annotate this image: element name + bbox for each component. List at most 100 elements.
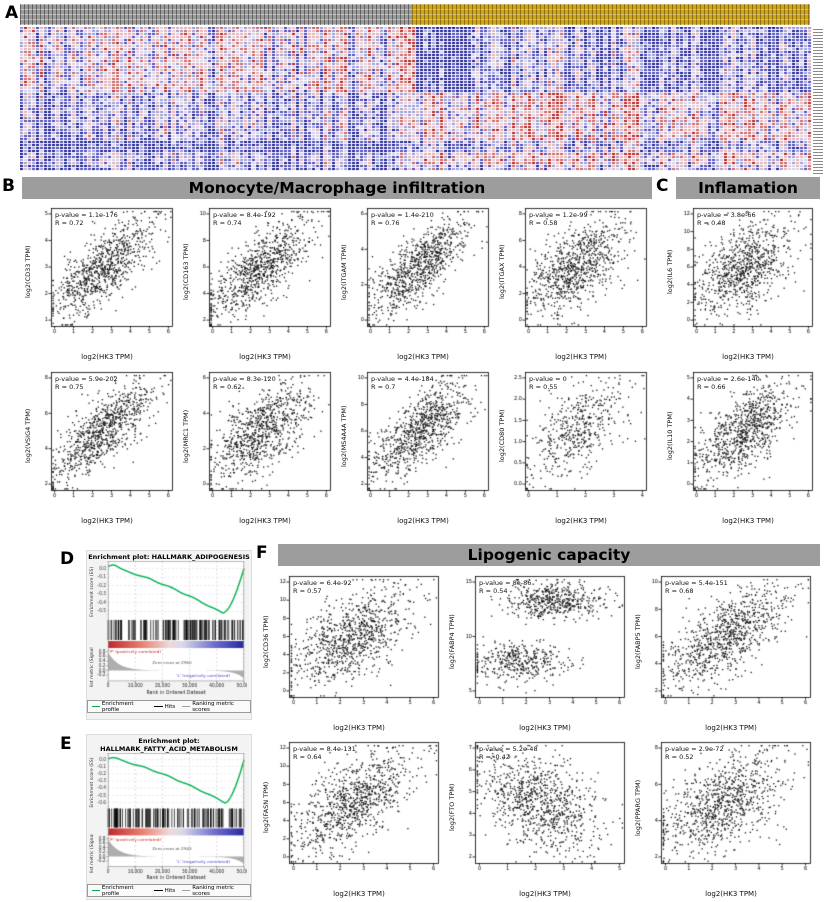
x-axis-label: log2(HK3 TPM) [555,353,607,361]
correlation-stats: p-value = 3.8e-66 R = 0.48 [697,211,756,227]
scatter-canvas-fasn [276,738,442,877]
legend-line-swatch [153,706,163,707]
panel-e-label: E [60,734,72,754]
y-axis-label: log2(CD80 TPM) [498,409,506,463]
x-axis-label: log2(HK3 TPM) [705,724,757,732]
scatter-plot-fabp5: log2(FABP5 TPM) p-value = 5.4e-151 R = 0.6… [634,570,818,733]
p-value-label: p-value = 4.4e-184 [371,375,434,383]
p-value-label: p-value = 2.6e-140 [697,375,760,383]
heatmap-column-annotation-right [412,4,810,25]
r-value-label: R = -0.42 [479,752,510,761]
x-axis-label: log2(HK3 TPM) [722,517,774,525]
correlation-stats: p-value = 6.4e-92 R = 0.57 [293,579,352,595]
panel-b-title-bar: Monocyte/Macrophage infiltration [22,177,652,199]
y-axis-label: log2(CD163 TPM) [182,243,190,301]
correlation-stats: p-value = 1.4e-210 R = 0.76 [371,211,434,227]
panel-b-label: B [2,176,15,196]
scatter-plot-cd163: log2(CD163 TPM) p-value = 8.4e-192 R = 0.7… [182,202,338,362]
r-value-label: R = 0.52 [665,752,694,761]
gsea-legend-item: Enrichment profile [92,701,147,713]
scatter-canvas-fabp5 [648,572,814,711]
x-axis-label: log2(HK3 TPM) [722,353,774,361]
r-value-label: R = 0.62 [213,382,242,391]
x-axis-label: log2(HK3 TPM) [519,724,571,732]
scatter-canvas-cd80 [512,368,650,504]
correlation-stats: p-value = 1.1e-176 R = 0.72 [55,211,118,227]
x-axis-label: log2(HK3 TPM) [81,517,133,525]
gsea-canvas-e [91,753,247,883]
scatter-plot-cd36: log2(CD36 TPM) p-value = 6.4e-92 R = 0.57 l… [262,570,446,733]
panel-f-label: F [256,543,268,563]
gsea-legend-item: Hits [153,703,176,710]
p-value-label: p-value = 1.4e-210 [371,211,434,219]
x-axis-label: log2(HK3 TPM) [239,353,291,361]
y-axis-label: log2(ITGAM TPM) [340,244,348,300]
scatter-canvas-mrc1 [196,368,334,504]
scatter-plot-fto: log2(FTO TPM) p-value = 5.2e-48 R = -0.42 l… [448,736,632,899]
legend-label: Ranking metric scores [192,700,234,713]
scatter-canvas-itgax [512,204,650,340]
r-value-label: R = 0.54 [479,586,508,595]
x-axis-label: log2(HK3 TPM) [519,890,571,898]
x-axis-label: log2(HK3 TPM) [333,724,385,732]
correlation-stats: p-value = 2.6e-140 R = 0.66 [697,375,760,391]
correlation-stats: p-value = 2.9e-72 R = 0.52 [665,745,724,761]
gsea-title-line1: Enrichment plot: [138,737,200,745]
r-value-label: R = 0.57 [293,586,322,595]
scatter-canvas-il10 [680,368,816,504]
p-value-label: p-value = 8.4e-131 [293,745,356,753]
correlation-stats: p-value = 4.4e-184 R = 0.7 [371,375,434,391]
scatter-plot-itgam: log2(ITGAM TPM) p-value = 1.4e-210 R = 0.7… [340,202,496,362]
panel-c-title-bar: Inflamation [676,177,820,199]
heatmap-column-annotation-left [20,4,412,25]
y-axis-label: log2(FABP5 TPM) [634,614,642,669]
y-axis-label: log2(PPARG TPM) [634,779,642,836]
p-value-label: p-value = 8.3e-120 [213,375,276,383]
panel-f-title: Lipogenic capacity [467,546,631,564]
panel-c-label: C [656,176,669,196]
p-value-label: p-value = 0 [529,375,567,383]
scatter-plot-fabp4: log2(FABP4 TPM) p-value = 8e-86 R = 0.54 lo… [448,570,632,733]
correlation-stats: p-value = 8e-86 R = 0.54 [479,579,531,595]
r-value-label: R = 0.76 [371,218,400,227]
y-axis-label: log2(IL6 TPM) [666,249,674,295]
panel-c-title: Inflamation [698,179,798,197]
p-value-label: p-value = 5.2e-48 [479,745,538,753]
gsea-legend-item: Hits [153,888,175,894]
legend-line-swatch [92,890,100,891]
r-value-label: R = 0.7 [371,382,396,391]
heatmap-row-labels [813,27,823,174]
gsea-legend: Enrichment profile Hits Ranking metric sco… [87,884,251,897]
gsea-title: Enrichment plot: HALLMARK_FATTY_ACID_META… [100,737,238,753]
r-value-label: R = 0.75 [55,382,84,391]
legend-line-swatch [182,706,191,707]
scatter-canvas-vsig4 [38,368,176,504]
gsea-title: Enrichment plot: HALLMARK_ADIPOGENESIS [88,553,250,561]
p-value-label: p-value = 8.4e-192 [213,211,276,219]
scatter-canvas-cd36 [276,572,442,711]
x-axis-label: log2(HK3 TPM) [397,353,449,361]
panel-d-label: D [60,549,75,569]
gsea-legend-item: Ranking metric scores [182,885,246,897]
correlation-stats: p-value = 8.4e-192 R = 0.74 [213,211,276,227]
x-axis-label: log2(HK3 TPM) [81,353,133,361]
gsea-legend-item: Enrichment profile [92,885,147,897]
correlation-stats: p-value = 5.4e-151 R = 0.68 [665,579,728,595]
gsea-es-axis-label: Enrichment score (ES) [90,757,95,808]
p-value-label: p-value = 5.4e-151 [665,579,728,587]
x-axis-label: log2(HK3 TPM) [239,517,291,525]
expression-heatmap [20,27,812,174]
scatter-canvas-pparg [648,738,814,877]
scatter-plot-ms4a4a: log2(MS4A4A TPM) p-value = 4.4e-184 R = 0.… [340,366,496,526]
y-axis-label: log2(MS4A4A TPM) [340,405,348,467]
scatter-plot-cd33: log2(CD33 TPM) p-value = 1.1e-176 R = 0.72… [24,202,180,362]
legend-label: Hits [164,703,176,710]
scatter-canvas-fabp4 [462,572,628,711]
scatter-plot-mrc1: log2(MRC1 TPM) p-value = 8.3e-120 R = 0.62… [182,366,338,526]
p-value-label: p-value = 5.9e-202 [55,375,118,383]
legend-label: Ranking metric scores [192,884,234,897]
p-value-label: p-value = 2.9e-72 [665,745,724,753]
r-value-label: R = 0.68 [665,586,694,595]
gsea-metric-axis-label: Ranked list metric (Signal2Noise) [90,647,95,689]
